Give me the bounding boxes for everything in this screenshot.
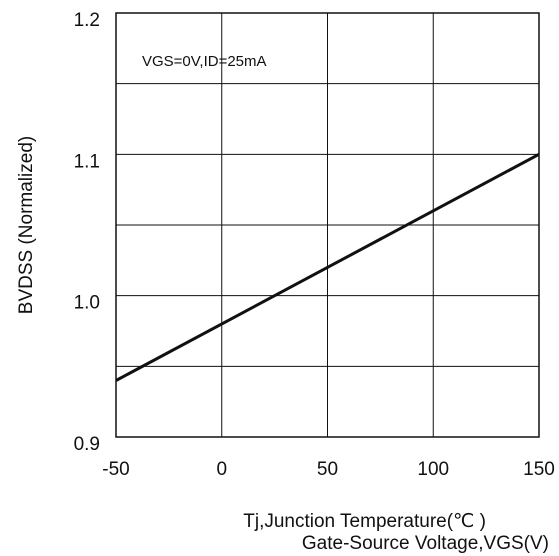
- x-axis-label-secondary: Gate-Source Voltage,VGS(V): [302, 533, 549, 554]
- y-tick-labels: 0.9 1.0 1.1 1.2: [74, 10, 100, 455]
- y-tick-label: 0.9: [74, 434, 100, 455]
- grid: [115, 12, 540, 438]
- y-axis-label: BVDSS (Normalized): [16, 136, 37, 314]
- plot-frame: [115, 12, 540, 438]
- y-tick-label: 1.1: [74, 151, 100, 172]
- x-axis-label: Tj,Junction Temperature(℃ ): [243, 511, 486, 532]
- y-tick-label: 1.2: [74, 10, 100, 31]
- x-tick-label: 0: [216, 459, 227, 480]
- condition-annotation: VGS=0V,ID=25mA: [142, 53, 267, 70]
- series-line-0: [115, 152, 540, 382]
- x-tick-label: 100: [417, 459, 449, 480]
- y-tick-label: 1.0: [74, 293, 100, 314]
- x-tick-label: 50: [317, 459, 338, 480]
- series-layer: [115, 152, 540, 382]
- x-tick-label: 150: [523, 459, 555, 480]
- x-tick-labels: -50 0 50 100 150: [102, 459, 555, 480]
- x-tick-label: -50: [102, 459, 129, 480]
